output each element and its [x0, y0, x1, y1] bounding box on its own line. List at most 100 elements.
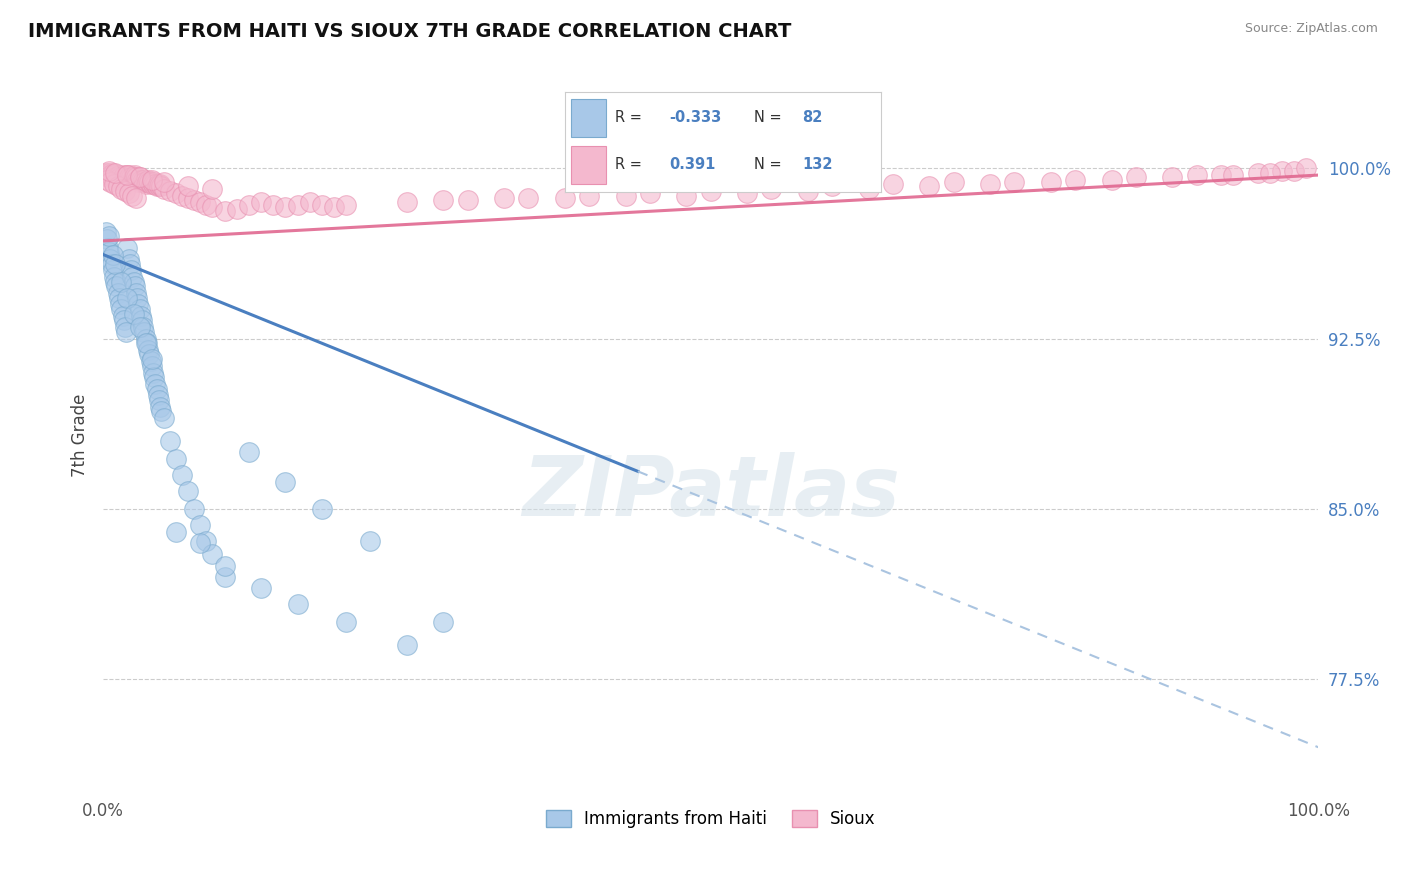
Point [165, 186, 187, 201]
Point [120, 170, 142, 185]
Point [214, 204, 236, 219]
Point [117, 168, 139, 182]
Point [311, 501, 333, 516]
Point [108, 297, 131, 311]
Point [201, 547, 224, 561]
Point [121, 188, 143, 202]
Point [94, 225, 117, 239]
Point [114, 184, 136, 198]
Point [1271, 163, 1294, 178]
Point [108, 291, 131, 305]
Point [107, 286, 129, 301]
Point [432, 615, 454, 630]
Point [104, 170, 127, 185]
Point [494, 191, 516, 205]
Point [287, 197, 309, 211]
Text: Source: ZipAtlas.com: Source: ZipAtlas.com [1244, 22, 1378, 36]
Point [1282, 163, 1305, 178]
Point [177, 179, 200, 194]
Point [128, 170, 150, 185]
Point [135, 336, 157, 351]
Point [121, 172, 143, 186]
Point [125, 191, 148, 205]
Point [141, 175, 163, 189]
Point [125, 170, 148, 185]
Point [141, 359, 163, 373]
Point [104, 275, 127, 289]
Point [1209, 168, 1232, 182]
Point [1185, 168, 1208, 182]
Point [100, 257, 122, 271]
Point [153, 411, 176, 425]
Point [395, 638, 418, 652]
Point [145, 177, 167, 191]
Point [100, 252, 122, 266]
Point [117, 168, 139, 182]
Point [131, 313, 153, 327]
Point [183, 193, 205, 207]
Point [115, 172, 138, 186]
Point [129, 309, 152, 323]
Point [262, 197, 284, 211]
Point [122, 307, 145, 321]
Point [117, 186, 139, 201]
Point [517, 191, 540, 205]
Point [125, 286, 148, 301]
Point [103, 270, 125, 285]
Point [128, 170, 150, 185]
Point [432, 193, 454, 207]
Point [335, 197, 357, 211]
Point [298, 195, 321, 210]
Point [101, 166, 124, 180]
Point [127, 291, 149, 305]
Point [323, 200, 346, 214]
Point [98, 166, 121, 180]
Point [124, 279, 146, 293]
Point [105, 279, 128, 293]
Point [195, 533, 218, 548]
Point [108, 170, 131, 185]
Point [145, 179, 167, 194]
Point [139, 177, 162, 191]
Point [188, 536, 211, 550]
Point [554, 191, 576, 205]
Point [97, 241, 120, 255]
Point [135, 336, 157, 351]
Point [111, 170, 134, 185]
Point [127, 175, 149, 189]
Point [699, 184, 721, 198]
Point [143, 175, 166, 189]
Point [797, 184, 820, 198]
Point [1039, 175, 1062, 189]
Point [138, 175, 160, 189]
Point [108, 168, 131, 182]
Point [287, 597, 309, 611]
Point [135, 175, 157, 189]
Point [172, 188, 194, 202]
Point [139, 354, 162, 368]
Point [104, 166, 127, 180]
Point [146, 388, 169, 402]
Point [98, 245, 121, 260]
Point [122, 275, 145, 289]
Point [979, 177, 1001, 191]
Point [1295, 161, 1317, 176]
Point [100, 170, 122, 185]
Point [821, 179, 844, 194]
Point [98, 163, 121, 178]
Point [150, 404, 173, 418]
Point [117, 291, 139, 305]
Point [141, 172, 163, 186]
Point [238, 197, 260, 211]
Point [96, 232, 118, 246]
Point [103, 177, 125, 191]
Point [1004, 175, 1026, 189]
Point [153, 182, 176, 196]
Point [142, 366, 165, 380]
Point [735, 186, 758, 201]
Point [395, 195, 418, 210]
Point [104, 257, 127, 271]
Point [148, 179, 170, 194]
Point [134, 325, 156, 339]
Point [101, 247, 124, 261]
